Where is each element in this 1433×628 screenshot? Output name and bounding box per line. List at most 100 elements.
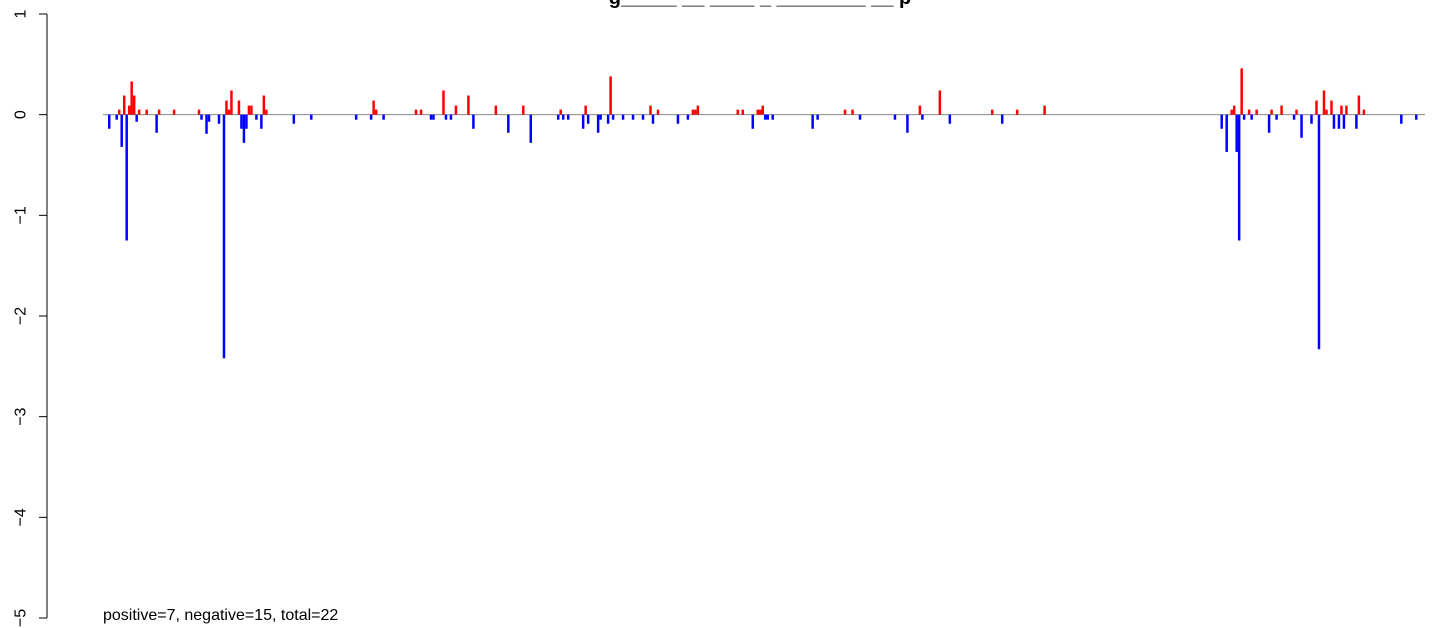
bar-negative — [1250, 114, 1253, 120]
bar-positive — [454, 105, 458, 115]
bar-negative — [217, 114, 221, 124]
bar-negative — [858, 114, 862, 120]
bar-positive — [1340, 105, 1343, 115]
bar-negative — [200, 114, 203, 120]
bar-positive — [372, 100, 375, 115]
bar-negative — [125, 114, 128, 241]
bar-negative — [1000, 114, 1004, 124]
bar-negative — [107, 114, 111, 129]
bar-positive — [1043, 105, 1046, 115]
bar-positive — [1247, 109, 1251, 115]
bar-positive — [759, 109, 762, 115]
bar-negative — [354, 114, 358, 120]
bar-positive — [1280, 105, 1283, 115]
bar-negative — [369, 114, 373, 120]
bar-positive — [414, 109, 418, 115]
bar-positive — [250, 105, 253, 115]
bar-negative — [1400, 114, 1403, 124]
bar-positive — [691, 109, 695, 115]
bar-positive — [137, 109, 141, 115]
bar-positive — [918, 105, 922, 115]
bar-positive — [1345, 105, 1348, 115]
bar-negative — [444, 114, 448, 120]
bar-negative — [135, 114, 138, 122]
bar-negative — [449, 114, 453, 120]
bar-positive — [741, 109, 745, 115]
bar-positive — [419, 109, 423, 115]
bar-negative — [529, 114, 533, 143]
bar-positive — [1240, 68, 1243, 115]
y-axis: 1 0 −1 −2 −3 −4 −5 — [13, 9, 48, 627]
bars-group — [107, 68, 1418, 359]
bar-negative — [120, 114, 123, 147]
bar-positive — [938, 90, 942, 115]
bar-positive — [172, 109, 176, 115]
bar-negative — [581, 114, 585, 129]
bar-negative — [382, 114, 385, 120]
bar-negative — [1337, 114, 1341, 129]
bar-negative — [811, 114, 814, 129]
bar-negative — [676, 114, 680, 124]
bar-positive — [990, 109, 994, 115]
bar-positive — [761, 105, 764, 115]
bar-negative — [816, 114, 819, 120]
bar-negative — [1342, 114, 1346, 129]
bar-positive — [1015, 109, 1019, 115]
bar-negative — [472, 114, 475, 129]
bar-positive — [736, 109, 740, 115]
y-tick-label: 0 — [13, 110, 30, 119]
bar-negative — [948, 114, 952, 124]
bar-positive — [1330, 100, 1333, 115]
bar-negative — [1355, 114, 1358, 129]
bar-negative — [906, 114, 909, 133]
bar-negative — [1310, 114, 1313, 124]
bar-positive — [227, 109, 231, 115]
bar-negative — [1300, 114, 1303, 138]
bar-negative — [507, 114, 510, 133]
bar-positive — [262, 95, 266, 115]
bar-negative — [1242, 114, 1246, 120]
y-tick-label: −3 — [13, 407, 30, 425]
bar-positive — [230, 90, 233, 115]
bar-positive — [1255, 109, 1258, 115]
bar-negative — [771, 114, 774, 120]
bar-negative — [921, 114, 924, 120]
bar-negative — [207, 114, 211, 122]
y-tick-label: −4 — [13, 508, 30, 526]
bar-positive — [467, 95, 470, 115]
bar-positive — [843, 109, 847, 115]
bar-positive — [145, 109, 148, 115]
bar-positive — [442, 90, 445, 115]
bar-negative — [1415, 114, 1418, 120]
summary-annotation: positive=7, negative=15, total=22 — [103, 607, 338, 624]
bar-negative — [766, 114, 769, 120]
bar-negative — [1235, 114, 1238, 152]
bar-positive — [122, 95, 126, 115]
bar-negative — [893, 114, 897, 120]
bar-positive — [649, 105, 652, 115]
bar-negative — [651, 114, 655, 124]
bar-positive — [237, 100, 241, 115]
y-tick-label: 1 — [13, 9, 30, 18]
bar-negative — [432, 114, 435, 120]
bar-negative — [1220, 114, 1223, 129]
bar-positive — [1325, 109, 1328, 115]
bar-negative — [596, 114, 600, 133]
bar-negative — [1275, 114, 1278, 120]
bar-positive — [1230, 109, 1233, 115]
bar-positive — [522, 105, 525, 115]
bar-positive — [609, 76, 612, 115]
bar-negative — [155, 114, 158, 133]
bar-positive — [694, 109, 697, 115]
bar-positive — [1295, 109, 1298, 115]
bar-negative — [561, 114, 565, 120]
bar-negative — [1317, 114, 1321, 350]
bar-negative — [606, 114, 610, 124]
bar-negative — [556, 114, 560, 120]
bar-positive — [265, 109, 268, 115]
bar-negative — [1332, 114, 1336, 129]
bar-negative — [1225, 114, 1228, 152]
bar-negative — [641, 114, 645, 120]
bar-positive — [225, 100, 228, 115]
